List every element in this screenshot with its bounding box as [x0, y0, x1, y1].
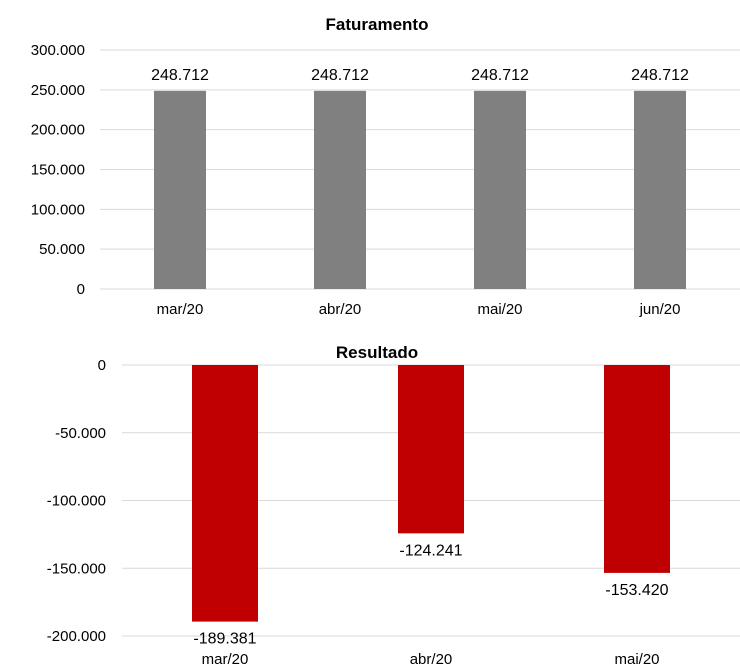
faturamento-data-label: 248.712 [311, 67, 369, 84]
faturamento-y-tick-label: 250.000 [31, 82, 85, 99]
resultado-data-label: -124.241 [399, 542, 462, 559]
faturamento-x-tick-label: abr/20 [319, 301, 362, 318]
faturamento-bar [474, 90, 526, 290]
resultado-y-tick-label: -50.000 [55, 425, 106, 442]
faturamento-x-tick-label: mar/20 [157, 301, 204, 318]
faturamento-bar [314, 90, 366, 290]
resultado-bar [398, 365, 464, 534]
resultado-x-tick-label: abr/20 [410, 651, 453, 668]
resultado-data-label: -189.381 [193, 631, 256, 648]
faturamento-chart-title: Faturamento [326, 15, 429, 34]
faturamento-data-label: 248.712 [151, 67, 209, 84]
faturamento-y-tick-label: 100.000 [31, 201, 85, 218]
faturamento-data-label: 248.712 [631, 67, 689, 84]
resultado-y-tick-label: 0 [98, 357, 106, 374]
resultado-y-tick-label: -100.000 [47, 493, 106, 510]
faturamento-y-tick-label: 0 [77, 281, 85, 298]
faturamento-y-tick-label: 300.000 [31, 42, 85, 59]
faturamento-y-tick-label: 50.000 [39, 241, 85, 258]
faturamento-chart: 0 50.000 100.000 150.000 200.000 250.000 300.0… [31, 15, 740, 318]
resultado-y-tick-label: -150.000 [47, 560, 106, 577]
faturamento-y-tick-label: 150.000 [31, 162, 85, 179]
faturamento-y-tick-label: 200.000 [31, 122, 85, 139]
faturamento-bar [154, 90, 206, 290]
resultado-x-tick-label: mar/20 [202, 651, 249, 668]
faturamento-x-tick-label: jun/20 [639, 301, 681, 318]
resultado-y-tick-label: -200.000 [47, 628, 106, 645]
faturamento-bar [634, 90, 686, 290]
resultado-chart-title: Resultado [336, 343, 418, 362]
resultado-data-label: -153.420 [605, 582, 668, 599]
resultado-bar [192, 365, 258, 622]
faturamento-data-label: 248.712 [471, 67, 529, 84]
resultado-chart: 0 -50.000 -100.000 -150.000 -200.000 mar/20 ab… [47, 343, 740, 668]
faturamento-x-tick-label: mai/20 [477, 301, 522, 318]
resultado-x-tick-label: mai/20 [614, 651, 659, 668]
resultado-bar [604, 365, 670, 573]
